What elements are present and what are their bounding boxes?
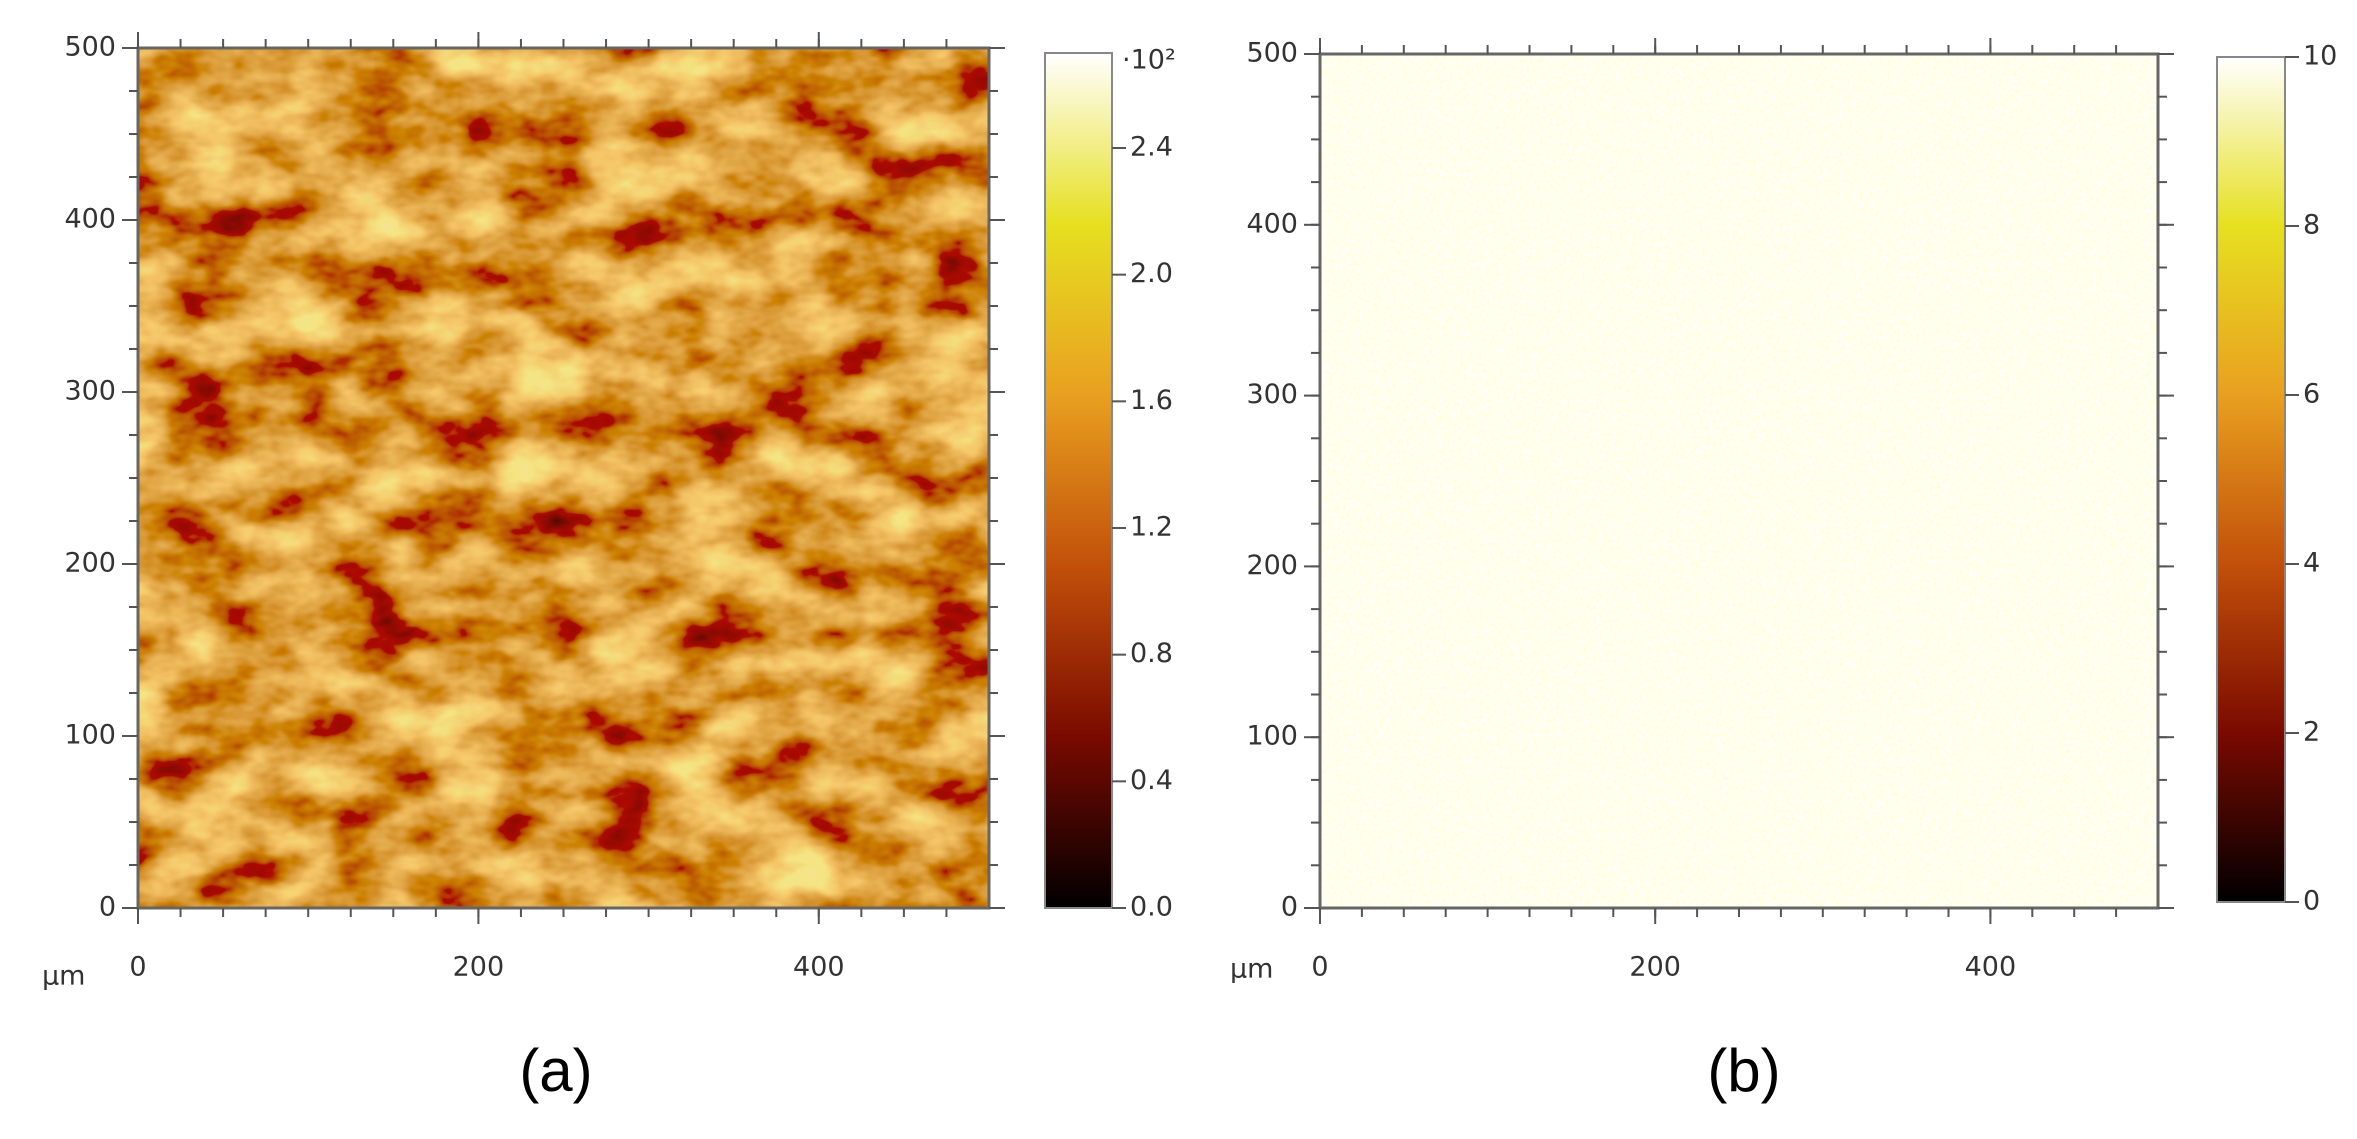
x-tick-label: 400 — [1965, 952, 2017, 983]
colorbar-tick-label: 1.2 — [1130, 512, 1173, 543]
y-tick-label: 400 — [64, 204, 116, 235]
colorbar-tick-label: 1.6 — [1130, 385, 1173, 416]
colorbar-tick-label: 0.4 — [1130, 765, 1173, 796]
y-tick-label: 300 — [64, 376, 116, 407]
colorbar-tick-label: 2.0 — [1130, 258, 1173, 289]
colorbar-tick-label: 10 — [2303, 41, 2337, 72]
heatmap-texture — [1320, 54, 2158, 908]
panel-caption: (b) — [1707, 1037, 1780, 1104]
colorbar-tick-label: 0.0 — [1130, 892, 1173, 923]
y-tick-label: 400 — [1246, 208, 1298, 239]
colorbar-tick-label: 2 — [2303, 717, 2320, 748]
y-tick-label: 200 — [1246, 550, 1298, 581]
heatmap-texture — [138, 48, 989, 908]
y-tick-label: 100 — [64, 720, 116, 751]
colorbar-tick-label: 4 — [2303, 548, 2320, 579]
x-axis-unit: µm — [42, 961, 85, 992]
colorbar-scale-label: ·10² — [1122, 45, 1176, 76]
y-tick-label: 200 — [64, 548, 116, 579]
x-tick-label: 0 — [1311, 952, 1328, 983]
x-axis-unit: µm — [1230, 954, 1273, 985]
colorbar-tick-label: 6 — [2303, 379, 2320, 410]
colorbar-tick-label: 0.8 — [1130, 638, 1173, 669]
x-tick-label: 0 — [129, 952, 146, 983]
colorbar-tick-label: 0 — [2303, 886, 2320, 917]
y-tick-label: 100 — [1246, 721, 1298, 752]
colorbar — [2216, 56, 2286, 903]
colorbar — [1044, 52, 1113, 909]
y-tick-label: 0 — [1281, 892, 1298, 923]
y-tick-label: 500 — [64, 32, 116, 63]
x-tick-label: 200 — [1629, 952, 1681, 983]
y-tick-label: 0 — [99, 892, 116, 923]
x-tick-label: 400 — [793, 952, 845, 983]
colorbar-tick-label: 2.4 — [1130, 132, 1173, 163]
y-tick-label: 300 — [1246, 379, 1298, 410]
y-tick-label: 500 — [1246, 38, 1298, 69]
colorbar-tick-label: 8 — [2303, 210, 2320, 241]
x-tick-label: 200 — [453, 952, 505, 983]
panel-caption: (a) — [519, 1037, 592, 1104]
